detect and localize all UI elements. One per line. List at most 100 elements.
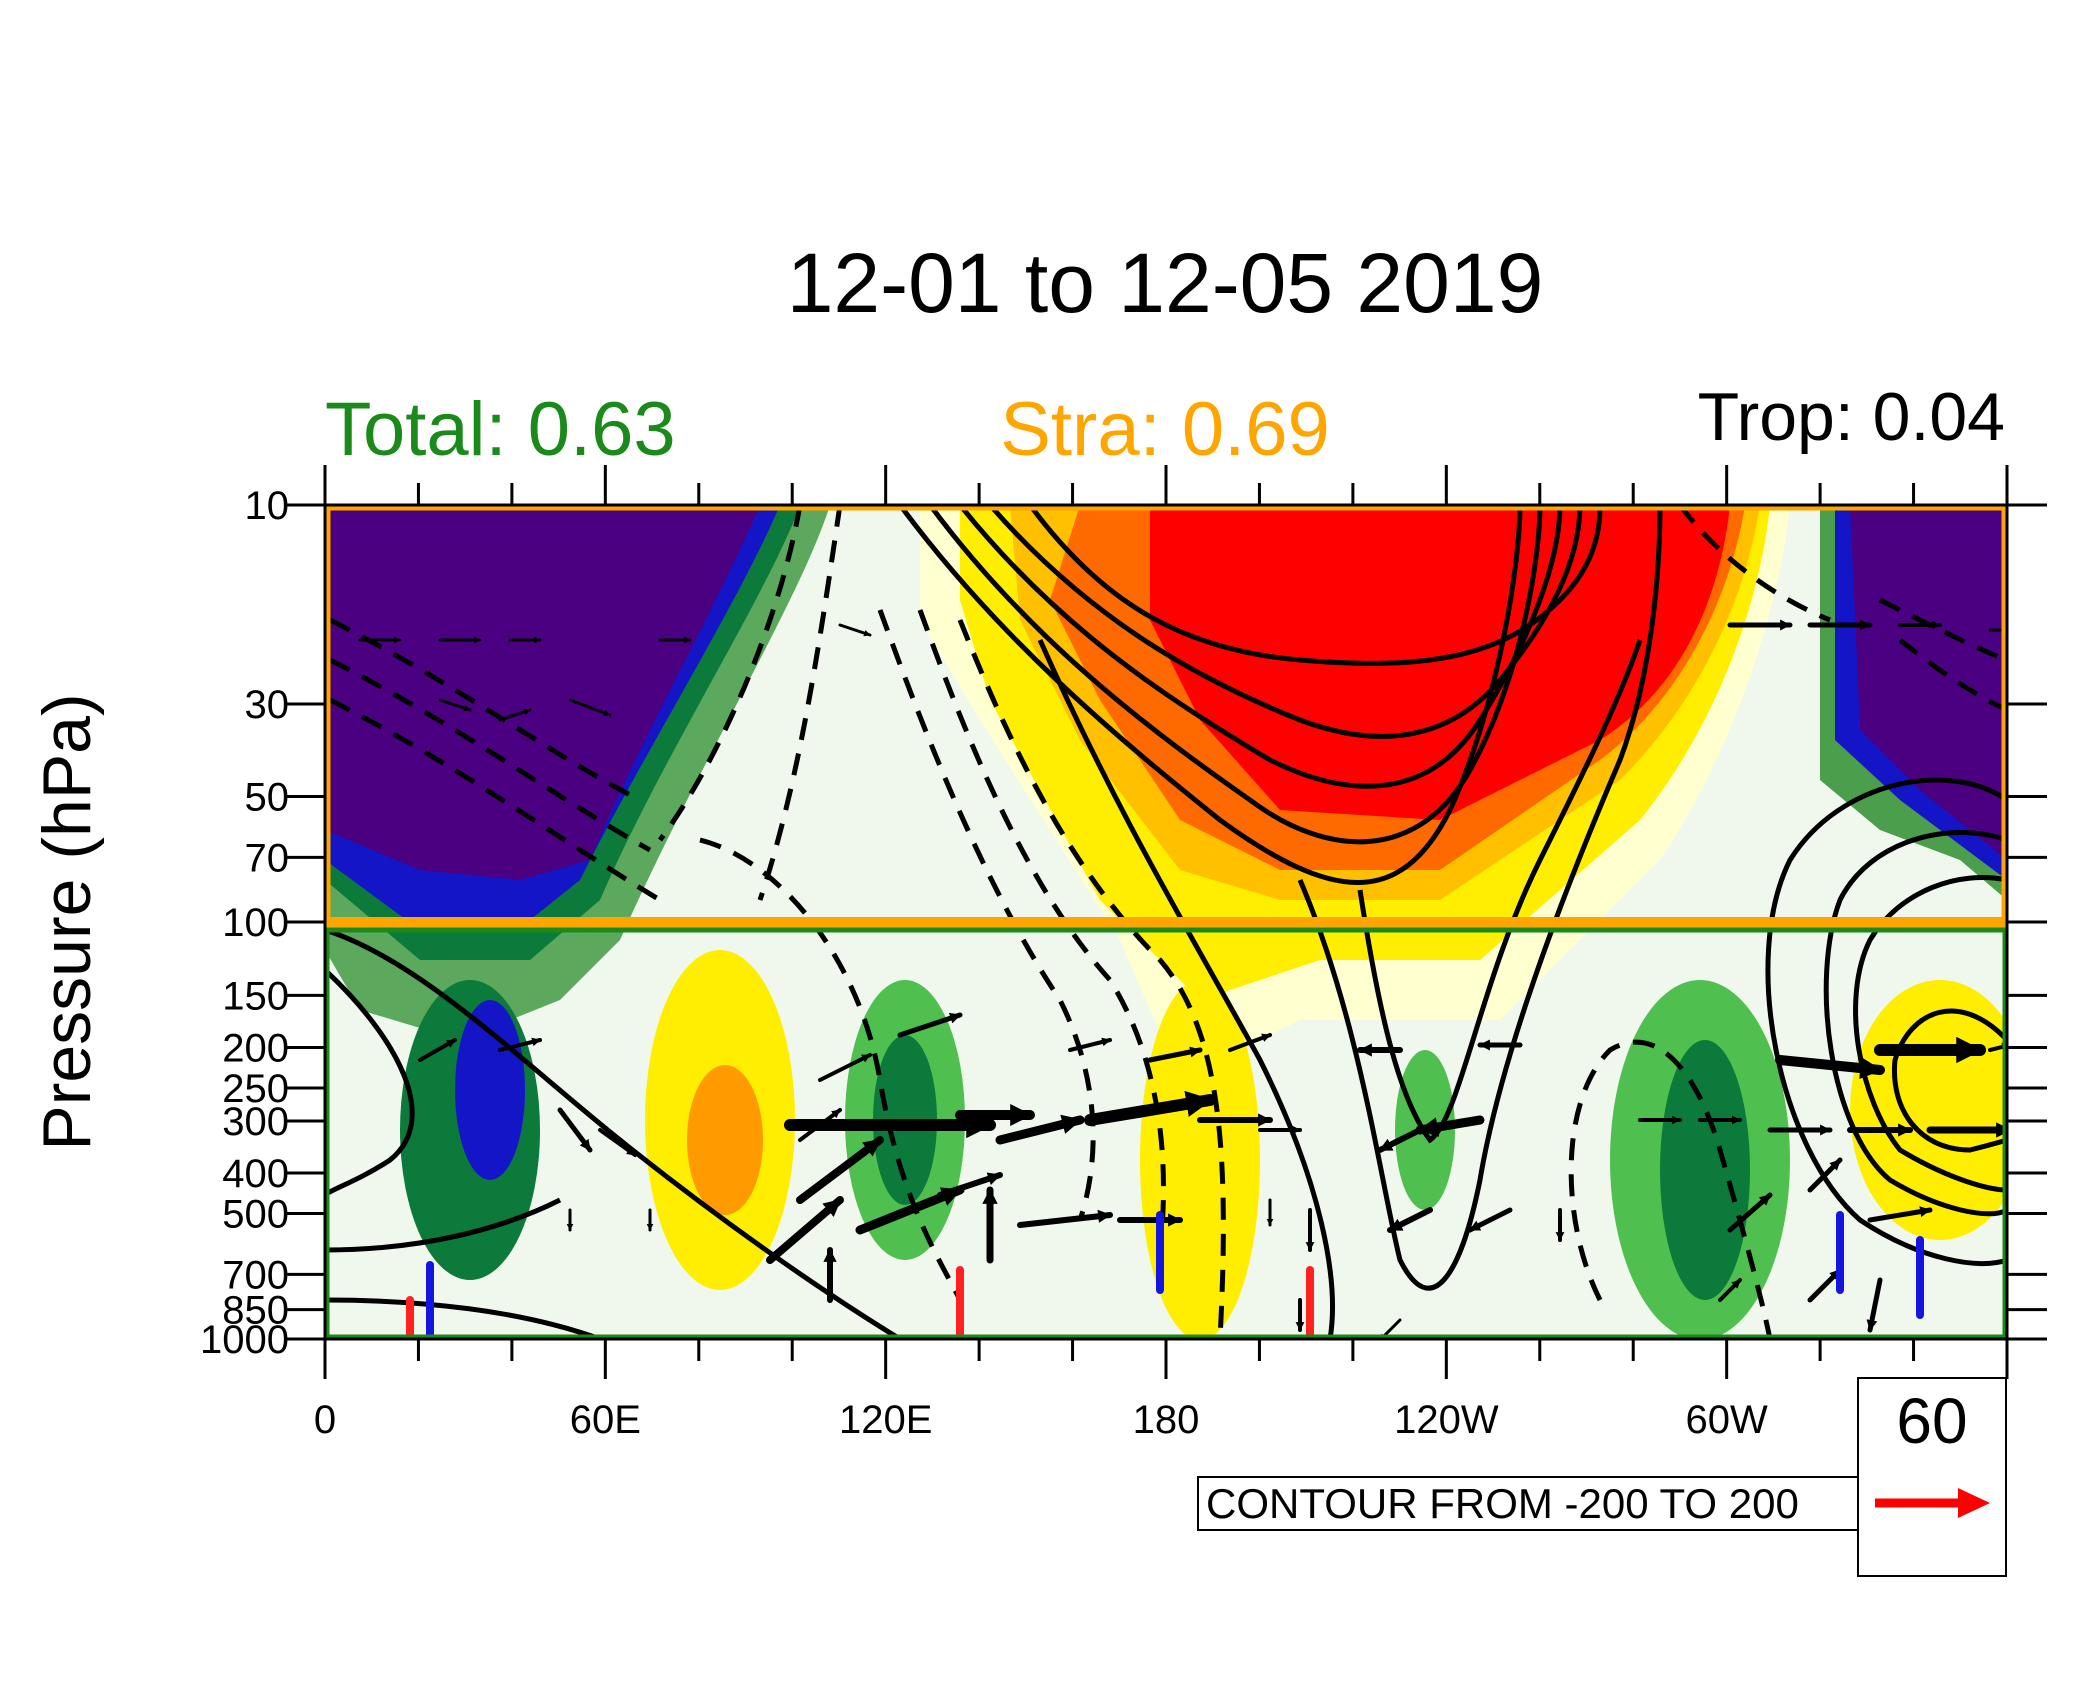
flux-vector — [937, 1172, 1003, 1198]
contour-solid — [325, 968, 415, 1198]
contour-dashed — [1568, 1039, 1773, 1339]
flux-vector — [838, 623, 872, 637]
contour-note: CONTOUR FROM -200 TO 200 — [1206, 1480, 1799, 1527]
strat-red — [1150, 505, 1730, 820]
contour-solid — [1853, 875, 2007, 1193]
flux-vector — [438, 698, 472, 712]
flux-vector — [897, 1012, 963, 1038]
contour-solid — [325, 1197, 562, 1253]
y-tick-label: 30 — [245, 683, 290, 727]
flux-vector — [1017, 1209, 1113, 1228]
x-tick-label: 120E — [839, 1398, 932, 1442]
y-tick-label: 150 — [222, 974, 289, 1018]
contour-solid — [958, 505, 1563, 789]
stra-stat: Stra: 0.69 — [1000, 387, 1330, 472]
flux-vector — [1807, 1157, 1843, 1193]
x-tick-label: 0 — [314, 1398, 336, 1442]
y-tick-label: 50 — [245, 775, 290, 819]
contour-solid — [988, 505, 1583, 739]
flux-vectors — [358, 619, 2007, 1339]
x-axis: 0 60E 120E 180 120W 60W — [314, 465, 2009, 1442]
contour-dashed — [328, 657, 652, 853]
flux-vector — [1084, 1090, 1216, 1126]
contour-solid — [325, 1297, 601, 1339]
y-tick-label: 100 — [222, 901, 289, 945]
flux-vector — [1068, 1037, 1112, 1052]
flux-vector — [1867, 1206, 1933, 1223]
flux-vector — [598, 1128, 637, 1157]
trop-left-blue — [455, 1000, 525, 1180]
flux-vector — [1377, 1127, 1423, 1153]
x-tick-label: 60E — [570, 1398, 641, 1442]
contour-lines — [325, 505, 2007, 1339]
y-tick-label: 70 — [245, 836, 290, 880]
reference-vector-box — [1857, 1377, 2007, 1577]
flux-vector — [418, 1038, 457, 1062]
contour-dashed — [757, 505, 843, 901]
flux-vector — [995, 1114, 1085, 1145]
x-tick-label: 120W — [1394, 1398, 1499, 1442]
x-tick-label: 60W — [1686, 1398, 1768, 1442]
flux-vector — [1807, 1267, 1843, 1303]
reference-arrowhead-icon — [1958, 1488, 1990, 1518]
trop-stat: Trop: 0.04 — [1698, 379, 2005, 455]
flux-vector — [1387, 1207, 1433, 1233]
flux-vector — [568, 698, 612, 717]
contour-solid — [1891, 1008, 2007, 1153]
contour-dashed — [1878, 597, 2007, 663]
flux-vector — [557, 1107, 593, 1153]
chart-title: 12-01 to 12-05 2019 — [787, 236, 1544, 330]
contour-solid — [1823, 830, 2007, 1217]
y-tick-label: 250 — [222, 1067, 289, 1111]
contour-dashed — [957, 619, 1226, 1339]
flux-vector — [1718, 1278, 1742, 1302]
y-tick-label: 1000 — [200, 1318, 289, 1362]
reference-vector-label: 60 — [1896, 1385, 1967, 1457]
strat-purple-region — [325, 505, 760, 880]
contour-dashed — [657, 505, 803, 842]
y-tick-label: 500 — [222, 1192, 289, 1236]
contour-dashed — [877, 609, 1096, 1221]
shaded-field — [325, 505, 2007, 1339]
flux-vector — [498, 1037, 542, 1052]
flux-vector — [1775, 1055, 1885, 1079]
strat-right-purple — [1850, 505, 2007, 860]
y-tick-label: 400 — [222, 1152, 289, 1196]
total-stat: Total: 0.63 — [325, 387, 676, 472]
flux-vector — [1866, 1277, 1883, 1333]
contour-solid — [325, 927, 902, 1339]
contour-dashed — [328, 697, 662, 903]
contour-solid — [1297, 505, 1663, 1291]
y-tick-label: 850 — [222, 1289, 289, 1333]
flux-vector — [1467, 1207, 1513, 1233]
contour-dashed — [917, 609, 1166, 1251]
contour-dashed — [699, 837, 963, 1302]
y-tick-label: 10 — [245, 484, 290, 528]
contour-solid — [1027, 505, 1603, 666]
flux-vector — [1147, 1046, 1203, 1063]
contour-note-box — [1197, 1476, 1859, 1531]
flux-vector — [1727, 1192, 1773, 1233]
trop-yellow-blob-2 — [1140, 980, 1260, 1339]
flux-vector — [766, 1196, 844, 1264]
contour-solid — [1037, 638, 1335, 1339]
y-tick-label: 300 — [222, 1100, 289, 1144]
contour-solid — [897, 505, 1523, 885]
x-tick-label: 180 — [1133, 1398, 1200, 1442]
contour-dashed — [1898, 638, 2007, 713]
trop-green-core-3 — [1660, 1040, 1750, 1300]
flux-vector — [1415, 1115, 1485, 1137]
flux-vector — [498, 708, 532, 722]
y-tick-label: 700 — [222, 1253, 289, 1297]
contour-dashed — [328, 617, 642, 803]
y-tick-label: 200 — [222, 1027, 289, 1071]
trop-orange-blob-1 — [687, 1065, 763, 1215]
flux-vector — [818, 1053, 872, 1082]
y-axis-label: Pressure (hPa) — [29, 693, 105, 1150]
flux-vector — [1228, 1033, 1272, 1052]
contour-solid — [927, 505, 1543, 845]
flux-vector — [796, 1136, 884, 1204]
troposphere-box — [324, 927, 2008, 1340]
